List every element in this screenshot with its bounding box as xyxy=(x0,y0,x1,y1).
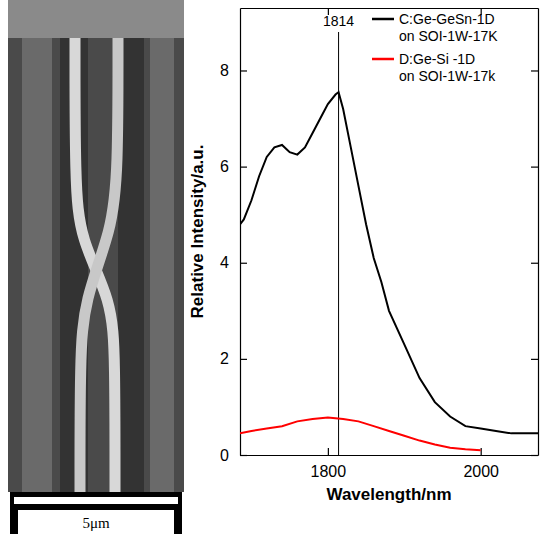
tick xyxy=(531,263,538,264)
annotation-label: 1814 xyxy=(323,13,354,29)
scale-bar-frame xyxy=(174,510,182,534)
tick-mark xyxy=(531,263,538,264)
x-axis: 1800 2000 xyxy=(241,448,539,480)
tick: 2 xyxy=(220,350,247,367)
tick-label: 2000 xyxy=(463,463,499,480)
tick-mark xyxy=(240,359,247,360)
axis-line xyxy=(241,455,539,456)
axis-line xyxy=(240,9,241,456)
tick xyxy=(531,359,538,360)
tick xyxy=(531,455,538,456)
micrograph-top-band xyxy=(8,0,184,38)
axis-line xyxy=(241,8,539,9)
legend-label: D:Ge-Si -1D on SOI-1W-17k xyxy=(399,51,496,84)
y-axis: 0 2 4 6 8 xyxy=(220,9,247,464)
tick-mark xyxy=(240,455,247,456)
plot-area xyxy=(240,32,538,455)
tick: 0 xyxy=(220,447,247,464)
tick xyxy=(531,167,538,168)
y-axis-right xyxy=(531,9,539,456)
scale-bar-label: 5μm xyxy=(82,515,110,531)
tick-label: 6 xyxy=(220,158,229,175)
tick-mark xyxy=(531,167,538,168)
tick-label: 0 xyxy=(220,447,229,464)
tick: 4 xyxy=(220,254,247,271)
tick: 2000 xyxy=(463,448,499,480)
y-axis-title: Relative Intensity/a.u. xyxy=(188,145,207,319)
series-line xyxy=(240,92,538,433)
micrograph: 5μm xyxy=(8,0,184,534)
scale-bar-frame xyxy=(10,492,182,510)
scale-bar-frame xyxy=(10,510,18,534)
series-line xyxy=(240,418,481,451)
figure: 5μm 1800 2000 0 2 4 6 8 Wavelength/nm Relative In… xyxy=(0,0,546,537)
tick-mark xyxy=(240,70,247,71)
tick-label: 1800 xyxy=(311,463,347,480)
scale-bar xyxy=(14,497,178,504)
tick-label: 8 xyxy=(220,62,229,79)
tick-mark xyxy=(240,167,247,168)
micrograph-background xyxy=(8,0,184,492)
tick: 8 xyxy=(220,62,247,79)
tick-label: 4 xyxy=(220,254,229,271)
legend-swatch xyxy=(372,18,394,21)
waveguide xyxy=(80,38,118,492)
tick-mark xyxy=(531,455,538,456)
axis-line xyxy=(538,9,539,456)
tick-mark xyxy=(328,448,329,455)
micrograph-band xyxy=(22,38,52,492)
tick-mark xyxy=(531,359,538,360)
tick xyxy=(531,70,538,71)
legend-swatch xyxy=(372,58,394,61)
legend-label: C:Ge-GeSn-1D on SOI-1W-17K xyxy=(399,11,499,44)
tick: 6 xyxy=(220,158,247,175)
tick-mark xyxy=(240,263,247,264)
x-axis-title: Wavelength/nm xyxy=(327,485,452,504)
tick-mark xyxy=(531,70,538,71)
tick-label: 2 xyxy=(220,350,229,367)
legend: C:Ge-GeSn-1D on SOI-1W-17K D:Ge-Si -1D on… xyxy=(372,11,499,84)
micrograph-band xyxy=(150,38,174,492)
tick-mark xyxy=(481,448,482,455)
tick: 1800 xyxy=(311,448,347,480)
